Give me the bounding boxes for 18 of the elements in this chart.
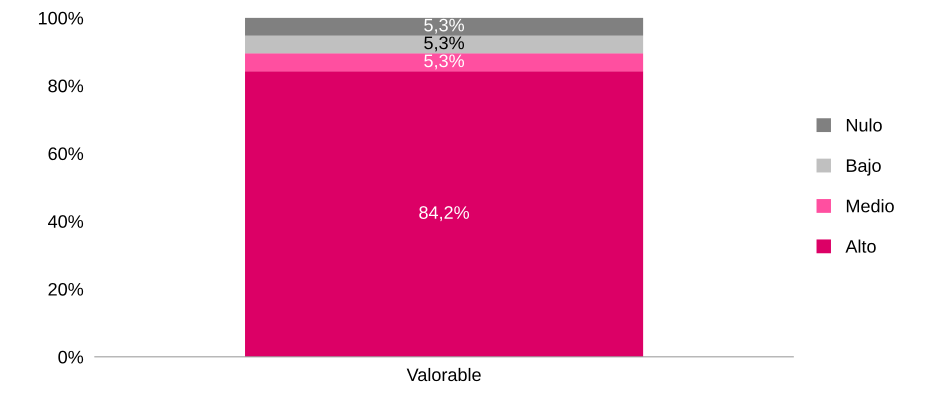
y-tick-label: 80% bbox=[48, 80, 84, 92]
legend-label: Bajo bbox=[846, 158, 881, 176]
y-tick-label: 0% bbox=[58, 350, 84, 364]
bar bbox=[245, 18, 644, 36]
y-tick-label: 60% bbox=[48, 147, 84, 160]
bar bbox=[245, 53, 644, 72]
data-label: 5,3% bbox=[424, 18, 464, 34]
data-label: 84,2% bbox=[419, 206, 470, 222]
data-label: 5,3% bbox=[424, 54, 464, 70]
bar bbox=[245, 35, 644, 54]
legend-label: Medio bbox=[846, 199, 894, 212]
legend-label: Alto bbox=[845, 240, 876, 253]
x-tick-label: Valorable bbox=[406, 368, 481, 382]
y-tick-label: 20% bbox=[48, 282, 84, 296]
data-label: 5,3% bbox=[424, 36, 464, 52]
legend-label: Nulo bbox=[846, 118, 882, 132]
y-tick-label: 40% bbox=[48, 215, 84, 228]
y-tick-label: 100% bbox=[38, 12, 84, 25]
